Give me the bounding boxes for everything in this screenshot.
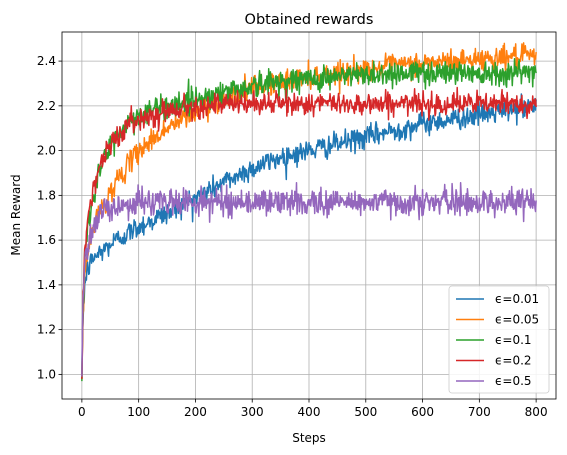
x-tick-label: 200	[184, 405, 207, 419]
x-tick-label: 100	[127, 405, 150, 419]
legend: ϵ=0.01 ϵ=0.05 ϵ=0.1 ϵ=0.2 ϵ=0.5	[449, 286, 549, 393]
legend-label: ϵ=0.01	[495, 292, 539, 306]
y-tick-label: 2.4	[37, 54, 56, 68]
y-tick-label: 1.4	[37, 278, 56, 292]
x-tick-label: 800	[525, 405, 548, 419]
y-tick-label: 1.0	[37, 367, 56, 381]
x-tick-label: 700	[468, 405, 491, 419]
legend-label: ϵ=0.05	[495, 313, 539, 327]
legend-label: ϵ=0.2	[495, 354, 532, 368]
x-tick-label: 0	[78, 405, 86, 419]
x-tick-label: 500	[354, 405, 377, 419]
y-tick-label: 2.0	[37, 144, 56, 158]
x-tick-label: 300	[241, 405, 264, 419]
chart-title: Obtained rewards	[245, 12, 374, 28]
legend-label: ϵ=0.5	[495, 374, 532, 388]
y-tick-label: 1.8	[37, 188, 56, 202]
x-tick-label: 400	[298, 405, 321, 419]
y-axis-label: Mean Reward	[9, 174, 23, 255]
legend-label: ϵ=0.1	[495, 333, 532, 347]
y-tick-label: 1.6	[37, 233, 56, 247]
x-tick-label: 600	[411, 405, 434, 419]
y-tick-label: 1.2	[37, 323, 56, 337]
y-tick-label: 2.2	[37, 99, 56, 113]
x-axis-label: Steps	[292, 431, 326, 445]
